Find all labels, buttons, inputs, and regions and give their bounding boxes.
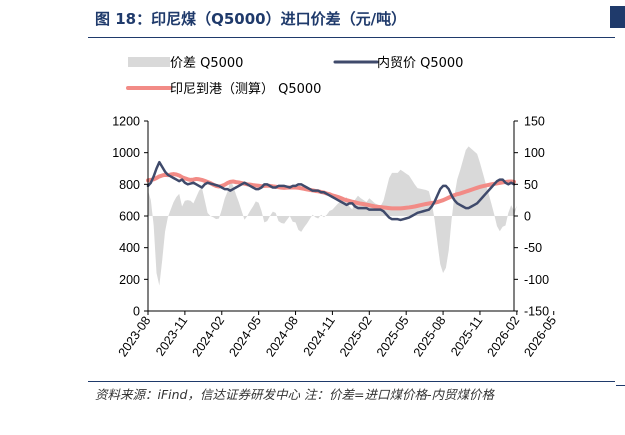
left-tick-label: 600 [119, 210, 140, 224]
domestic-price-line [146, 160, 516, 222]
left-tick-label: 1200 [112, 115, 140, 129]
chart-svg: 价差 Q5000 内贸价 Q5000 印尼到港（测算） Q5000 0 200 400 6… [112, 55, 559, 360]
chart-legend: 价差 Q5000 内贸价 Q5000 印尼到港（测算） Q5000 [126, 55, 463, 97]
x-tick-label: 2025-08 [411, 314, 449, 360]
edge-marker [610, 6, 625, 28]
edge-rule [616, 385, 625, 386]
x-tick-label: 2025-05 [374, 314, 412, 360]
spread-area [148, 146, 517, 286]
left-tick-label: 800 [119, 178, 140, 192]
title-divider [88, 37, 615, 38]
x-tick-label: 2023-11 [153, 314, 190, 359]
x-tick-label: 2024-08 [263, 314, 301, 360]
x-tick-label: 2023-08 [116, 314, 154, 360]
left-tick-label: 400 [119, 241, 140, 255]
right-tick-label: 100 [524, 146, 545, 160]
right-tick-label: -100 [524, 273, 549, 287]
source-note: 资料来源：iFind，信达证券研发中心 注：价差=进口煤价格-内贸煤价格 [95, 387, 494, 402]
x-tick-label: 2024-05 [226, 314, 264, 360]
chart-title: 图 18：印尼煤（Q5000）进口价差（元/吨） [95, 10, 407, 28]
legend-label: 印尼到港（测算） Q5000 [170, 82, 321, 97]
footer-divider [88, 381, 615, 382]
x-tick-label: 2026-02 [485, 314, 523, 360]
left-tick-label: 0 [133, 305, 140, 319]
plot-area: 0 200 400 600 800 1000 1200 -150 -100 -50 0 50 100 15… [112, 115, 559, 360]
left-tick-label: 1000 [112, 146, 140, 160]
left-tick-label: 200 [119, 273, 140, 287]
x-tick-label: 2026-05 [521, 314, 559, 360]
x-tick-label: 2025-11 [448, 314, 485, 359]
x-tick-label: 2024-02 [189, 314, 227, 360]
right-tick-label: 150 [524, 115, 545, 129]
legend-label: 价差 Q5000 [170, 56, 243, 71]
x-tick-label: 2025-02 [337, 314, 375, 360]
right-tick-label: 0 [524, 210, 531, 224]
x-tick-label: 2024-11 [301, 314, 338, 359]
legend-label: 内贸价 Q5000 [377, 55, 463, 71]
legend-swatch-area [128, 57, 170, 67]
right-tick-label: -50 [524, 241, 542, 255]
right-tick-label: -150 [524, 305, 549, 319]
right-tick-label: 50 [524, 178, 538, 192]
